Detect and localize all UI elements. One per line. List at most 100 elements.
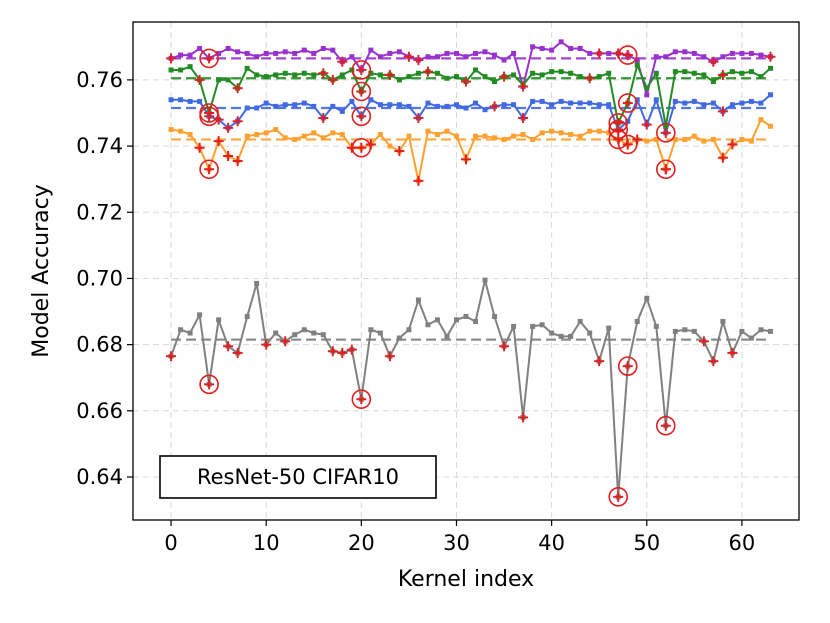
point-gray: [368, 327, 374, 333]
point-orange: [511, 133, 517, 139]
cross-marker-gray: [327, 346, 338, 357]
point-blue: [339, 108, 345, 114]
point-purple: [539, 45, 545, 51]
point-blue: [330, 103, 336, 109]
cross-marker-blue: [641, 119, 652, 130]
point-orange: [606, 130, 612, 136]
series-line-blue: [171, 94, 772, 134]
cross-marker-green: [499, 71, 510, 82]
point-blue: [273, 103, 279, 109]
point-blue: [729, 102, 735, 108]
annotation-text: ResNet-50 CIFAR10: [197, 465, 399, 489]
circle-ring: [351, 106, 372, 127]
cross-marker-purple: [594, 48, 605, 59]
point-blue: [254, 105, 260, 111]
point-purple: [473, 50, 479, 56]
point-purple: [644, 92, 650, 98]
point-blue: [406, 103, 412, 109]
point-blue: [473, 100, 479, 106]
cross-marker-gray: [337, 347, 348, 358]
cross-marker-blue: [413, 112, 424, 123]
point-purple: [720, 54, 726, 60]
point-green: [558, 69, 564, 75]
point-orange: [387, 143, 393, 149]
point-green: [415, 70, 421, 76]
circle-ring: [655, 415, 676, 436]
y-axis-ticks: 0.64 0.66 0.68 0.70 0.72 0.74 0.76: [76, 68, 133, 489]
point-blue: [244, 105, 250, 111]
cross-marker-orange: [394, 146, 405, 157]
circle-ring: [199, 48, 219, 69]
point-gray: [254, 280, 260, 286]
point-blue: [292, 102, 298, 108]
point-orange: [311, 130, 317, 136]
point-orange: [168, 127, 174, 133]
cross-marker-green: [327, 74, 338, 85]
point-blue: [463, 105, 469, 111]
point-orange: [644, 138, 650, 144]
point-orange: [482, 133, 488, 139]
point-green: [492, 79, 498, 85]
point-green: [710, 79, 716, 85]
point-blue: [349, 98, 355, 104]
point-gray: [634, 318, 640, 324]
point-purple: [349, 54, 355, 60]
point-blue: [634, 97, 640, 103]
cross-marker-orange: [232, 155, 243, 166]
point-green: [729, 69, 735, 75]
point-blue: [178, 97, 184, 103]
point-green: [473, 67, 479, 73]
circle-ring: [199, 159, 219, 180]
point-green: [691, 70, 697, 76]
cross-marker-gray: [223, 341, 234, 352]
cross-marker-purple: [166, 53, 177, 64]
point-gray: [473, 318, 479, 324]
point-green: [701, 72, 707, 78]
point-orange: [377, 132, 383, 138]
point-green: [577, 74, 583, 80]
annotation-box: ResNet-50 CIFAR10: [159, 455, 437, 499]
point-green: [254, 72, 260, 78]
point-blue: [748, 98, 754, 104]
point-orange: [492, 135, 498, 141]
cross-marker-blue: [223, 122, 234, 133]
point-green: [663, 123, 669, 129]
point-orange: [549, 128, 555, 134]
circle-marker-blue: [351, 106, 372, 127]
circle-marker-gray: [617, 356, 638, 376]
cross-marker-green: [318, 68, 329, 79]
point-green: [606, 70, 612, 76]
x-tick-label: 40: [538, 531, 565, 555]
point-green: [511, 72, 517, 78]
point-purple: [587, 50, 593, 56]
cross-marker-purple: [518, 81, 529, 92]
point-gray: [587, 330, 593, 336]
circle-marker-orange: [199, 159, 219, 180]
point-green: [672, 69, 678, 75]
point-purple: [197, 45, 203, 51]
point-gray: [606, 325, 612, 331]
point-blue: [701, 102, 707, 108]
cross-marker-purple: [765, 51, 776, 62]
point-purple: [377, 54, 383, 60]
point-gray: [549, 330, 555, 336]
point-orange: [758, 117, 764, 123]
point-orange: [473, 133, 479, 139]
point-purple: [748, 50, 754, 56]
series-line-green: [171, 64, 772, 128]
point-purple: [292, 50, 298, 56]
point-gray: [320, 332, 326, 338]
point-green: [178, 67, 184, 73]
circle-marker-purple: [351, 60, 372, 80]
point-gray: [434, 317, 440, 323]
point-green: [444, 75, 450, 81]
point-orange: [244, 133, 250, 139]
point-gray: [187, 330, 193, 336]
point-orange: [710, 136, 716, 142]
point-blue: [444, 103, 450, 109]
circle-ring: [617, 134, 638, 155]
point-purple: [530, 44, 536, 50]
point-green: [634, 62, 640, 68]
circle-ring: [199, 106, 219, 127]
x-tick-label: 0: [164, 531, 177, 555]
